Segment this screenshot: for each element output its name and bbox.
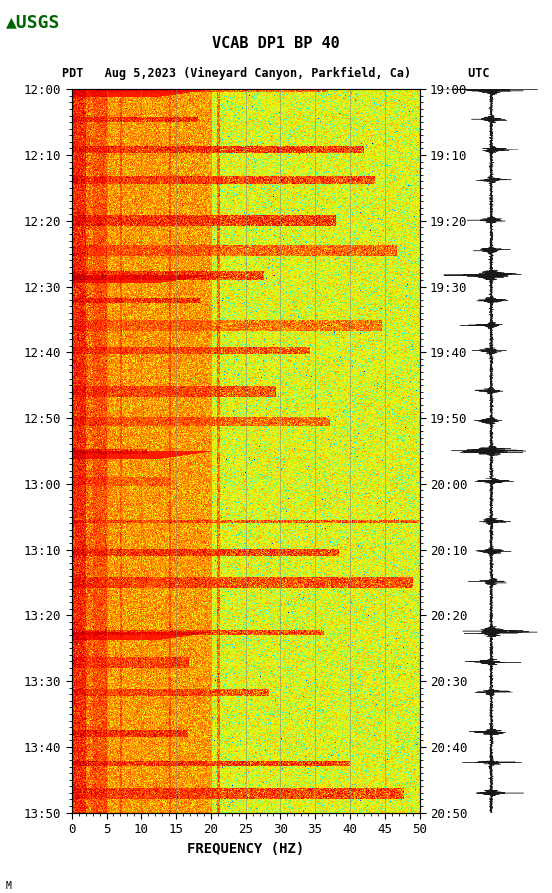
Text: ▲USGS: ▲USGS bbox=[6, 13, 60, 31]
Text: PDT   Aug 5,2023 (Vineyard Canyon, Parkfield, Ca)        UTC: PDT Aug 5,2023 (Vineyard Canyon, Parkfie… bbox=[62, 67, 490, 80]
X-axis label: FREQUENCY (HZ): FREQUENCY (HZ) bbox=[187, 841, 304, 855]
Text: VCAB DP1 BP 40: VCAB DP1 BP 40 bbox=[212, 36, 340, 51]
Text: M: M bbox=[6, 880, 12, 890]
